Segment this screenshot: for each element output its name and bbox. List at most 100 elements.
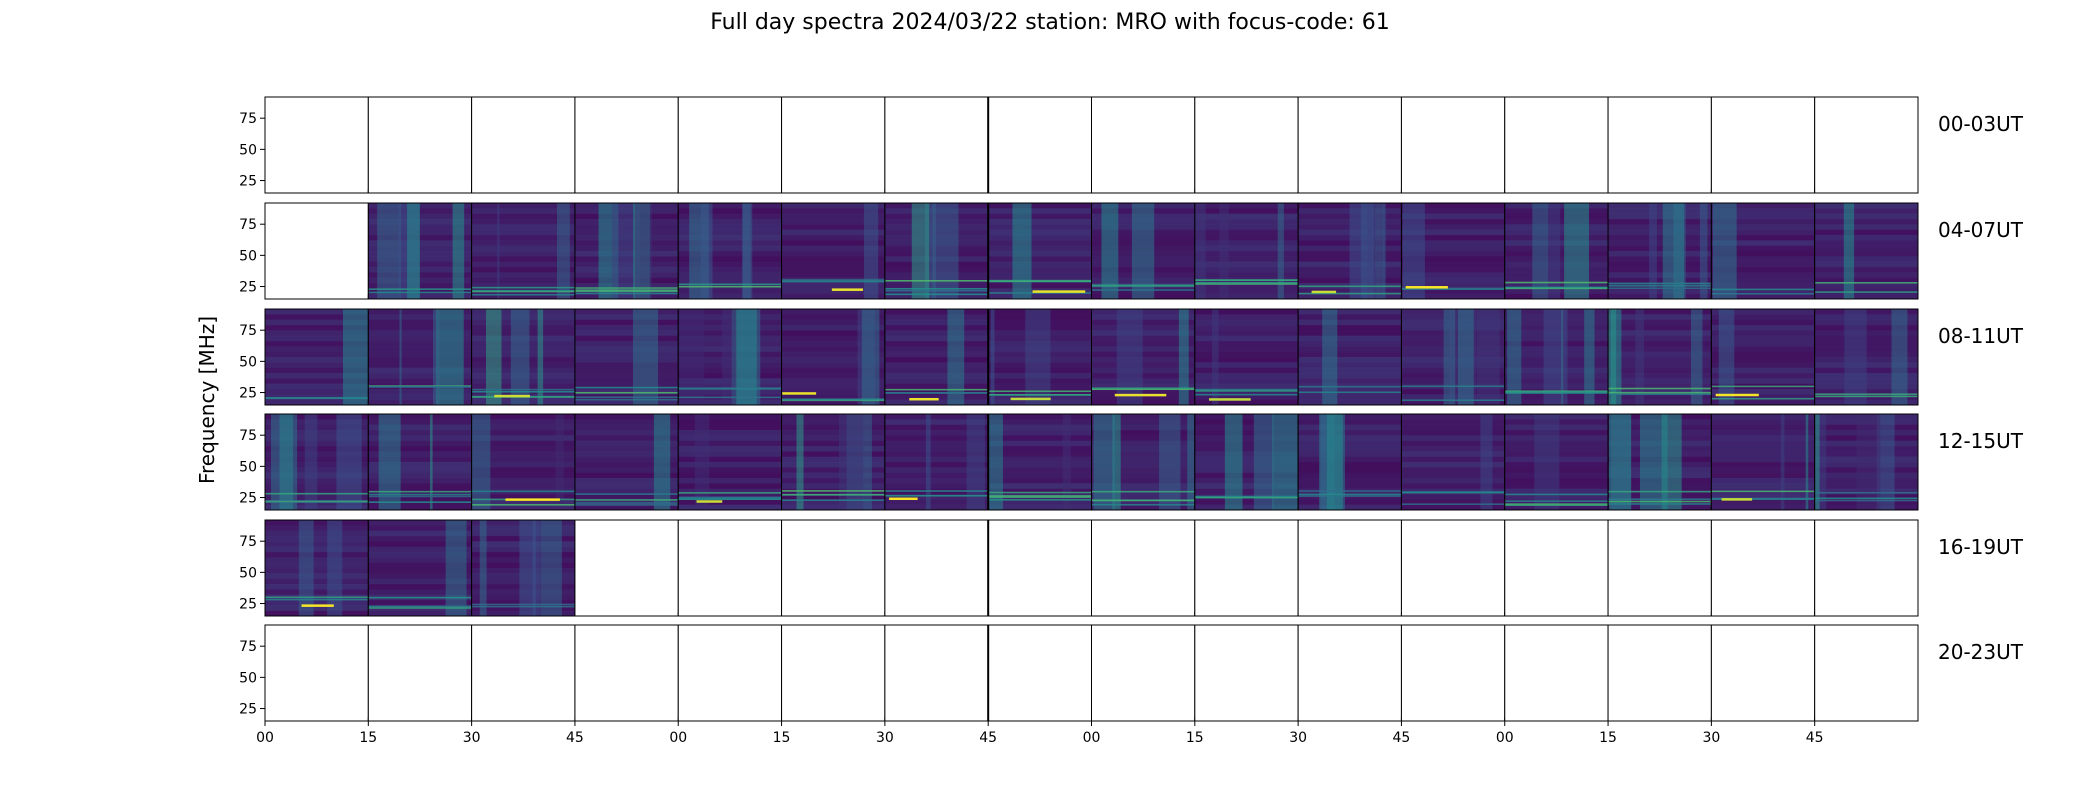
y-tick-label: 25 — [239, 280, 257, 296]
row-label: 08-11UT — [1938, 324, 2024, 348]
spectrum-panel — [367, 202, 473, 300]
spectrum-panel — [1710, 308, 1816, 406]
y-tick-label: 50 — [239, 354, 257, 370]
spectrum-panel — [781, 624, 886, 722]
spectrum-panel — [1297, 308, 1402, 406]
spectra-row-20-23UT — [264, 624, 1919, 722]
spectrum-panel — [264, 519, 369, 617]
spectrum-panel — [677, 624, 783, 722]
spectrum-panel — [367, 624, 473, 722]
spectrum-panel — [884, 96, 989, 194]
spectrum-panel — [1194, 308, 1299, 406]
spectrum-panel — [1710, 624, 1816, 722]
y-tick-label: 50 — [239, 670, 257, 686]
spectrum-panel — [1504, 519, 1609, 617]
spectrum-panel — [367, 308, 473, 406]
spectrum-panel — [1710, 413, 1816, 511]
spectrum-panel — [1814, 413, 1919, 511]
spectrum-panel — [987, 96, 1092, 194]
y-tick-label: 25 — [239, 702, 257, 718]
x-tick-label: 30 — [1702, 730, 1720, 746]
x-tick-label: 45 — [1806, 730, 1824, 746]
spectrum-panel — [1504, 624, 1609, 722]
spectrum-panel — [677, 413, 783, 511]
row-label: 20-23UT — [1938, 640, 2024, 664]
y-tick-label: 75 — [239, 428, 257, 444]
spectrum-panel — [884, 519, 989, 617]
spectrum-panel — [1710, 519, 1816, 617]
spectrum-panel — [1607, 96, 1712, 194]
spectrum-panel — [781, 202, 886, 300]
spectrum-panel — [574, 624, 679, 722]
y-tick-label: 75 — [239, 111, 257, 127]
spectrum-panel — [574, 308, 679, 406]
spectrum-panel — [1297, 413, 1402, 511]
spectrum-panel — [1091, 96, 1196, 194]
y-axis-label: Frequency [MHz] — [195, 316, 219, 484]
spectrum-panel — [987, 202, 1092, 300]
spectrum-panel — [264, 202, 369, 300]
x-tick-label: 15 — [359, 730, 377, 746]
spectrum-panel — [367, 519, 473, 617]
y-tick-label: 50 — [239, 248, 257, 264]
spectrum-panel — [677, 308, 783, 406]
spectrum-panel — [1504, 308, 1609, 406]
spectrum-panel — [264, 308, 369, 406]
y-tick-label: 75 — [239, 323, 257, 339]
x-tick-label: 15 — [1186, 730, 1204, 746]
spectrum-panel — [884, 413, 989, 511]
spectrum-panel — [1091, 519, 1196, 617]
spectrum-panel — [264, 96, 369, 194]
row-label: 12-15UT — [1938, 429, 2024, 453]
spectra-row-12-15UT — [264, 413, 1919, 511]
spectrum-panel — [677, 96, 783, 194]
spectrum-panel — [1504, 96, 1609, 194]
spectrum-panel — [781, 519, 886, 617]
spectrum-panel — [367, 96, 473, 194]
spectrum-panel — [574, 96, 679, 194]
spectrum-panel — [471, 202, 576, 300]
spectrum-panel — [574, 413, 679, 511]
row-label: 16-19UT — [1938, 535, 2024, 559]
x-tick-label: 15 — [1599, 730, 1617, 746]
x-tick-label: 15 — [773, 730, 791, 746]
spectrum-panel — [471, 308, 576, 406]
spectrum-panel — [1400, 308, 1506, 406]
spectrum-panel — [1194, 96, 1299, 194]
spectrum-panel — [781, 96, 886, 194]
spectrum-panel — [1091, 202, 1196, 300]
spectrum-panel — [781, 413, 886, 511]
x-tick-label: 45 — [1393, 730, 1411, 746]
spectrum-panel — [1607, 202, 1712, 300]
spectrum-panel — [1607, 624, 1712, 722]
spectrum-panel — [1814, 308, 1919, 406]
spectrum-panel — [1194, 624, 1299, 722]
x-tick-label: 45 — [566, 730, 584, 746]
spectrum-panel — [1400, 96, 1506, 194]
spectrum-panel — [1400, 202, 1506, 300]
spectra-row-04-07UT — [264, 202, 1919, 300]
spectra-row-16-19UT — [264, 519, 1919, 617]
spectrum-panel — [987, 413, 1092, 511]
spectrum-panel — [1607, 413, 1712, 511]
y-tick-label: 25 — [239, 174, 257, 190]
spectrum-panel — [1297, 96, 1402, 194]
spectrum-panel — [884, 308, 989, 406]
y-tick-label: 50 — [239, 142, 257, 158]
spectrum-panel — [574, 202, 679, 300]
spectrum-panel — [1091, 413, 1196, 511]
spectrum-panel — [987, 519, 1092, 617]
spectrum-panel — [1607, 519, 1712, 617]
x-tick-label: 30 — [876, 730, 894, 746]
spectrum-panel — [1091, 308, 1196, 406]
y-tick-label: 75 — [239, 639, 257, 655]
spectrum-panel — [1194, 202, 1299, 300]
chart-title: Full day spectra 2024/03/22 station: MRO… — [710, 10, 1390, 35]
y-tick-label: 25 — [239, 386, 257, 402]
spectrum-panel — [781, 308, 886, 406]
spectrum-panel — [1504, 413, 1609, 511]
x-tick-label: 00 — [256, 730, 274, 746]
spectrum-panel — [1091, 624, 1196, 722]
spectrum-panel — [471, 624, 576, 722]
